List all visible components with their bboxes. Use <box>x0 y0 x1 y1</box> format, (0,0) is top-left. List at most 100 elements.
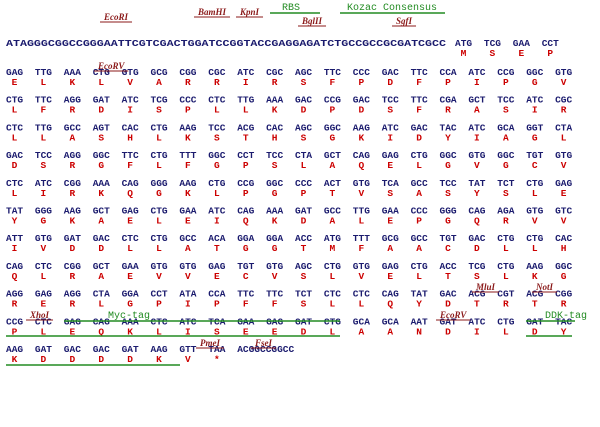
codon: CTC <box>353 289 370 300</box>
amino-acid: A <box>474 105 480 116</box>
codon: CTG <box>526 233 543 244</box>
amino-acid: K <box>98 188 104 199</box>
codon: TCC <box>382 95 399 106</box>
amino-acid: L <box>416 271 422 282</box>
amino-acid: A <box>416 243 422 254</box>
codon: GAG <box>266 316 283 327</box>
amino-acid: L <box>98 299 104 310</box>
codon: GGT <box>526 122 543 133</box>
amino-acid: T <box>474 299 480 310</box>
codon: CTA <box>93 289 110 300</box>
codon: CTG <box>151 122 168 133</box>
amino-acid: Y <box>474 188 480 199</box>
enzyme-site: EcoRI <box>103 12 129 22</box>
amino-acid: E <box>214 271 220 282</box>
codon: TAT <box>468 178 485 189</box>
codon: CTC <box>208 95 225 106</box>
codon: TCA <box>208 316 225 327</box>
amino-acid: L <box>214 188 220 199</box>
amino-acid: D <box>416 132 422 143</box>
codon: CTC <box>35 316 52 327</box>
codon: TAT <box>6 206 23 217</box>
codon: GAC <box>382 67 399 78</box>
amino-acid: V <box>561 160 567 171</box>
codon: CAG <box>6 261 23 272</box>
codon: GAC <box>411 122 428 133</box>
codon: GTG <box>35 233 52 244</box>
codon: GAT <box>295 316 312 327</box>
codon: CAG <box>468 206 485 217</box>
amino-acid: G <box>98 160 104 171</box>
amino-acid: I <box>474 132 480 143</box>
enzyme-site: MluI <box>475 282 496 292</box>
amino-acid: R <box>69 299 75 310</box>
codon: CTC <box>35 261 52 272</box>
codon: ATC <box>208 206 225 217</box>
codon: CCC <box>179 95 196 106</box>
amino-acid: Q <box>127 188 133 199</box>
amino-acid: T <box>445 271 451 282</box>
codon: CGC <box>266 67 283 78</box>
codon: GGA <box>266 233 283 244</box>
amino-acid: E <box>518 48 524 59</box>
codon: CTC <box>6 122 23 133</box>
codon: AGT <box>93 122 110 133</box>
codon: CTG <box>411 261 428 272</box>
amino-acid: Y <box>12 216 18 227</box>
codon: GCA <box>497 122 514 133</box>
codon: GCC <box>179 233 196 244</box>
amino-acid: P <box>214 299 220 310</box>
codon: CAG <box>353 150 370 161</box>
enzyme-site: EcoRV <box>439 310 467 320</box>
codon: GTG <box>266 261 283 272</box>
codon: GTG <box>151 261 168 272</box>
amino-acid: D <box>98 243 104 254</box>
amino-acid: S <box>445 188 451 199</box>
codon: CTC <box>324 289 341 300</box>
codon: TCA <box>382 178 399 189</box>
codon: GCA <box>353 316 370 327</box>
codon: CAG <box>122 178 139 189</box>
codon: GCT <box>93 206 110 217</box>
codon: CCA <box>440 67 457 78</box>
amino-acid: K <box>272 105 278 116</box>
codon: CTG <box>526 178 543 189</box>
amino-acid: H <box>272 132 278 143</box>
codon: GTG <box>555 67 572 78</box>
amino-acid: D <box>301 105 307 116</box>
codon: GTG <box>353 178 370 189</box>
codon: CCT <box>542 38 559 49</box>
amino-acid: L <box>301 160 307 171</box>
amino-acid: S <box>387 188 393 199</box>
codon: GAT <box>35 344 52 355</box>
amino-acid: R <box>445 105 451 116</box>
enzyme-site: PmeI <box>200 338 220 348</box>
codon: CTG <box>208 178 225 189</box>
amino-acid: G <box>127 299 133 310</box>
codon: CTA <box>295 150 312 161</box>
codon: AGG <box>64 289 81 300</box>
codon: AAG <box>353 122 370 133</box>
amino-acid: V <box>185 354 191 365</box>
amino-acid: K <box>358 132 364 143</box>
codon: CTG <box>324 261 341 272</box>
codon: AGA <box>497 206 514 217</box>
codon: GAG <box>208 261 225 272</box>
amino-acid: I <box>387 132 393 143</box>
codon: GGA <box>237 233 254 244</box>
codon: TTG <box>35 122 52 133</box>
amino-acid: L <box>214 105 220 116</box>
amino-acid: L <box>41 326 47 337</box>
amino-acid: I <box>127 105 133 116</box>
codon: ACG <box>468 289 485 300</box>
amino-acid: K <box>69 77 75 88</box>
codon: CTC <box>151 316 168 327</box>
codon: AGG <box>64 150 81 161</box>
codon: AAG <box>151 344 168 355</box>
amino-acid: D <box>445 326 451 337</box>
codon: GAC <box>64 344 81 355</box>
codon: TCC <box>208 122 225 133</box>
codon: CTG <box>497 261 514 272</box>
amino-acid: V <box>358 271 364 282</box>
codon: TAC <box>440 122 457 133</box>
